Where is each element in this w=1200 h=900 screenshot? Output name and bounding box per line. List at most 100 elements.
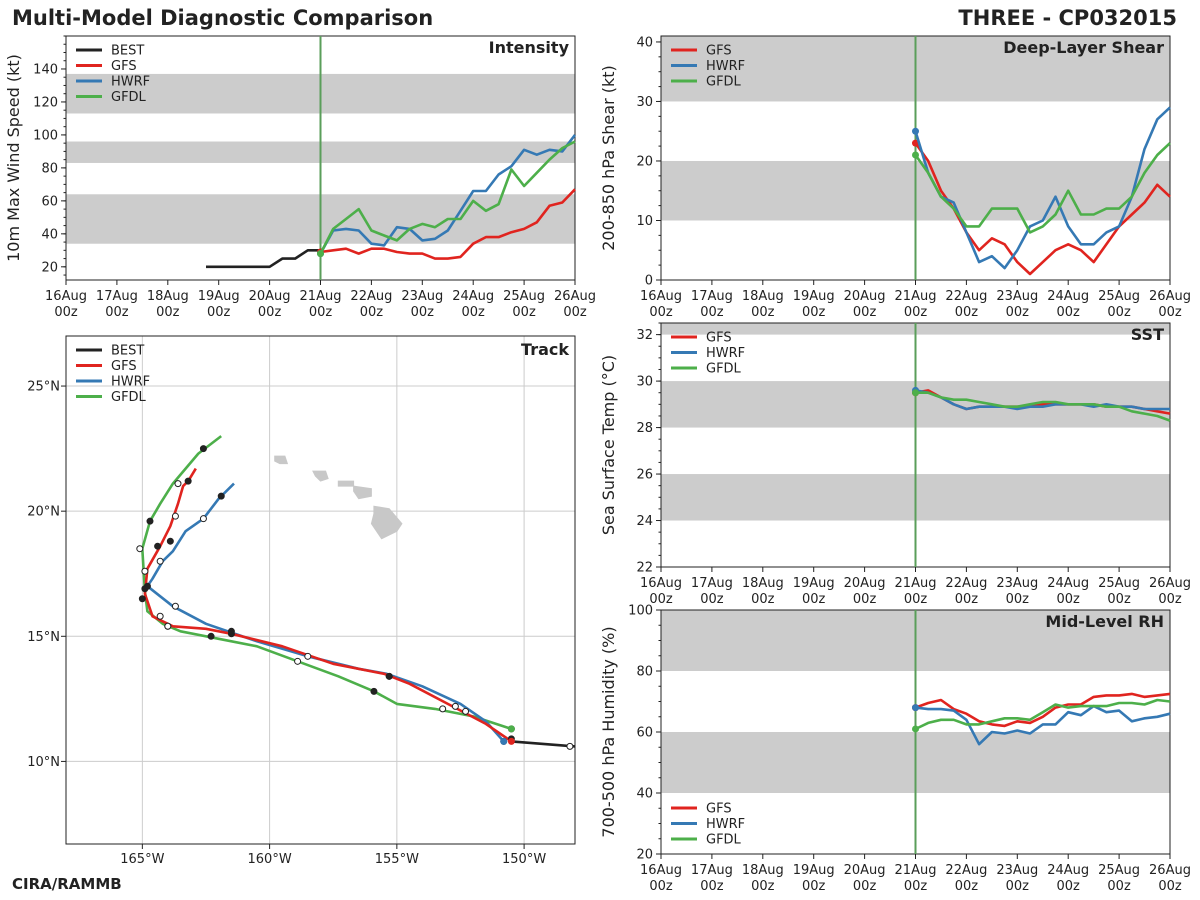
legend-label-hwrf: HWRF <box>111 75 150 90</box>
x-tick-label-hour: 00z <box>1006 879 1030 894</box>
x-tick-label-hour: 00z <box>1006 305 1030 320</box>
x-tick-label-hour: 00z <box>700 592 724 607</box>
x-tick-label-day: 21Aug <box>895 576 937 591</box>
x-tick-label-hour: 00z <box>1107 879 1131 894</box>
y-tick-label: 60 <box>636 726 653 741</box>
x-tick-label-hour: 00z <box>700 305 724 320</box>
series-start-dot-gfdl <box>317 250 324 258</box>
x-tick-label-day: 22Aug <box>945 576 987 591</box>
x-tick-label-hour: 00z <box>512 305 536 320</box>
x-tick-label-hour: 00z <box>802 305 826 320</box>
y-tick-label: 32 <box>636 328 653 343</box>
x-tick-label-hour: 00z <box>853 592 877 607</box>
track-start-dot-gfs <box>507 737 515 745</box>
x-tick-label-hour: 00z <box>1158 592 1182 607</box>
x-tick-label-day: 16Aug <box>640 289 682 304</box>
x-tick-label-day: 19Aug <box>793 289 835 304</box>
x-tick-label-day: 20Aug <box>844 863 886 878</box>
y-tick-label: 60 <box>41 194 58 209</box>
y-axis-label: 10m Max Wind Speed (kt) <box>4 54 23 262</box>
track-marker-gfdl <box>141 567 149 575</box>
x-tick-label-day: 24Aug <box>452 289 494 304</box>
x-tick-label-day: 16Aug <box>640 863 682 878</box>
legend-label-gfs: GFS <box>706 802 732 817</box>
x-tick-label-hour: 00z <box>1158 305 1182 320</box>
x-tick-label-day: 21Aug <box>300 289 342 304</box>
legend-label-gfs: GFS <box>111 359 137 374</box>
x-tick-label-day: 19Aug <box>793 576 835 591</box>
series-line-hwrf <box>915 389 1170 411</box>
x-tick-label-day: 25Aug <box>1098 289 1140 304</box>
y-tick-label: 25°N <box>27 380 60 395</box>
x-tick-label-hour: 00z <box>54 305 78 320</box>
y-tick-label: 15°N <box>27 630 60 645</box>
x-tick-label-hour: 00z <box>258 305 282 320</box>
x-tick-label-day: 25Aug <box>503 289 545 304</box>
x-tick-label-hour: 00z <box>649 592 673 607</box>
track-line-hwrf <box>146 482 505 743</box>
legend-label-gfs: GFS <box>706 331 732 346</box>
x-tick-label-day: 22Aug <box>350 289 392 304</box>
x-tick-label-day: 26Aug <box>1149 289 1191 304</box>
x-tick-label-hour: 00z <box>105 305 129 320</box>
series-start-dot-hwrf <box>912 127 919 135</box>
y-tick-label: 40 <box>41 227 58 242</box>
x-tick-label-day: 20Aug <box>844 576 886 591</box>
track-marker-gfdl <box>138 595 146 603</box>
x-tick-label-day: 22Aug <box>945 863 987 878</box>
track-marker-gfs <box>154 542 162 550</box>
y-tick-label: 20 <box>636 154 653 169</box>
x-tick-label-hour: 00z <box>1158 879 1182 894</box>
x-tick-label-hour: 00z <box>904 592 928 607</box>
x-tick-label: 165°W <box>120 852 164 867</box>
y-tick-label: 30 <box>636 95 653 110</box>
panel-title: Track <box>521 340 569 359</box>
footer-credit: CIRA/RAMMB <box>12 875 122 893</box>
track-marker-hwrf <box>217 492 225 500</box>
series-line-gfs <box>320 188 576 260</box>
series-line-gfdl <box>915 391 1171 422</box>
track-start-dot-hwrf <box>500 737 508 745</box>
panel-title: SST <box>1131 325 1164 344</box>
series-start-dot-gfdl <box>912 725 919 733</box>
x-tick-label-hour: 00z <box>156 305 180 320</box>
track-marker-hwrf <box>385 672 393 680</box>
track-marker-hwrf <box>141 585 149 593</box>
y-tick-label: 0 <box>645 274 653 289</box>
track-marker-gfdl <box>136 545 144 553</box>
x-tick-label-day: 17Aug <box>691 289 733 304</box>
series-line-hwrf <box>915 704 1171 746</box>
x-tick-label-day: 23Aug <box>996 289 1038 304</box>
x-tick-label-hour: 00z <box>751 879 775 894</box>
x-tick-label-hour: 00z <box>1057 305 1081 320</box>
x-tick-label-day: 24Aug <box>1047 289 1089 304</box>
x-tick-label-hour: 00z <box>751 305 775 320</box>
y-tick-label: 140 <box>33 62 58 77</box>
island-big-island <box>370 505 403 540</box>
x-tick-label-hour: 00z <box>751 592 775 607</box>
main-title: Multi-Model Diagnostic Comparison <box>12 6 433 30</box>
track-marker-gfs <box>184 477 192 485</box>
track-series-group <box>136 435 575 750</box>
legend-label-hwrf: HWRF <box>706 346 745 361</box>
x-tick-label-day: 24Aug <box>1047 576 1089 591</box>
x-tick-label-day: 18Aug <box>147 289 189 304</box>
x-tick-label-day: 26Aug <box>1149 863 1191 878</box>
island-oahu <box>312 470 329 482</box>
storm-id: THREE - CP032015 <box>958 6 1177 30</box>
x-tick-label-day: 23Aug <box>996 863 1038 878</box>
x-tick-label: 150°W <box>502 852 546 867</box>
series-start-dot-gfdl <box>912 151 919 159</box>
track-marker-gfdl <box>174 480 182 488</box>
legend-label-hwrf: HWRF <box>706 59 745 74</box>
legend-label-gfs: GFS <box>706 44 732 59</box>
series-start-dot-gfdl <box>912 389 919 397</box>
track-marker-hwrf <box>451 702 459 710</box>
x-tick-label-hour: 00z <box>1057 879 1081 894</box>
series-line-gfdl <box>914 698 1171 731</box>
x-tick-label-hour: 00z <box>955 879 979 894</box>
x-tick-label-hour: 00z <box>649 879 673 894</box>
x-tick-label-day: 25Aug <box>1098 863 1140 878</box>
x-tick-label-hour: 00z <box>462 305 486 320</box>
track-line-gfs <box>143 467 513 743</box>
